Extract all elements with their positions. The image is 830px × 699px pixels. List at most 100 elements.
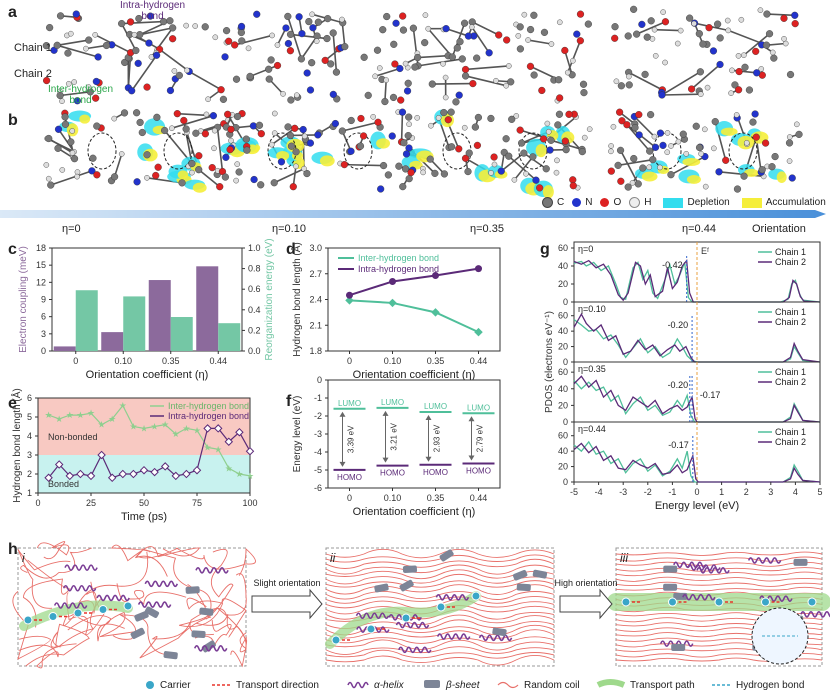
atom — [780, 14, 788, 22]
atom — [516, 45, 524, 53]
diamond-point — [118, 469, 128, 479]
atom — [646, 164, 652, 171]
atom — [421, 39, 429, 47]
atom — [495, 31, 503, 39]
molecule-structure-b3 — [607, 108, 803, 193]
inter-label-line2: bond — [69, 95, 92, 106]
atom — [339, 16, 345, 23]
atom — [461, 154, 470, 162]
panel-b-legend: C N O H Depletion Accumulation — [542, 197, 826, 208]
homo-label: HOMO — [423, 468, 448, 477]
atom — [561, 46, 569, 55]
bar-electron-coupling — [101, 332, 124, 351]
y-axis-label-right: Reorganization energy (eV) — [264, 238, 275, 360]
atom — [85, 36, 93, 44]
atom — [453, 44, 461, 52]
atom — [795, 130, 803, 138]
atom — [447, 108, 455, 116]
atom — [74, 173, 80, 180]
bond-stick — [743, 33, 771, 56]
atom — [273, 61, 282, 70]
y-tick-label: -3 — [314, 429, 322, 439]
star-point: ★ — [151, 422, 159, 432]
atom — [144, 175, 150, 181]
atom — [625, 81, 633, 89]
atom — [211, 145, 217, 152]
y-tick-label: 2.4 — [309, 295, 322, 305]
molecule-structure-a1 — [221, 10, 412, 106]
y-axis-label-left: Electron coupling (meV) — [18, 246, 29, 353]
atom — [269, 32, 275, 39]
gap-arrow-head — [382, 410, 389, 416]
atom — [401, 165, 410, 173]
beta-sheet — [663, 565, 678, 573]
atom — [639, 164, 647, 172]
random-coil — [112, 614, 167, 656]
bond-stick — [564, 50, 573, 76]
y-tick-label: -5 — [314, 465, 322, 475]
atom — [54, 125, 63, 133]
atom — [379, 161, 388, 170]
atom — [61, 113, 69, 121]
y-tick-label: 60 — [558, 243, 568, 253]
diamond-point — [139, 465, 149, 475]
orientation-step-arrow — [559, 588, 613, 620]
atom — [308, 59, 316, 67]
atom — [138, 128, 146, 137]
atom — [131, 31, 138, 38]
atom — [770, 54, 778, 62]
atom — [548, 41, 555, 47]
eta-label: η=0.44 — [578, 424, 606, 434]
atom — [152, 171, 160, 180]
atom — [692, 122, 700, 130]
x-tick-label: 0.44 — [470, 493, 488, 503]
atom — [299, 125, 307, 134]
atom — [542, 165, 550, 173]
y-tick-label: 5 — [27, 412, 32, 422]
legend-label: Intra-hydrogen bond — [358, 264, 439, 274]
chain2-label: Chain 2 — [14, 68, 52, 80]
atom — [314, 18, 322, 26]
random-coil — [615, 581, 823, 587]
atom — [611, 23, 619, 31]
random-coil — [325, 554, 555, 563]
atom — [69, 150, 76, 156]
atom — [265, 75, 273, 83]
random-coil — [194, 620, 232, 648]
atom — [646, 147, 654, 155]
atom — [530, 11, 538, 19]
highlight-circle — [87, 132, 117, 170]
star-point: ★ — [45, 410, 53, 420]
random-coil — [97, 611, 139, 642]
atom — [455, 145, 463, 153]
gap-arrow-head — [425, 415, 432, 421]
atom — [83, 45, 89, 52]
atom — [749, 118, 757, 126]
legend-random-coil: Random coil — [524, 680, 580, 691]
atom — [536, 184, 544, 192]
gap-arrow-head — [468, 455, 475, 461]
carrier — [401, 613, 411, 623]
atom — [238, 37, 246, 45]
x-axis-label: Orientation coefficient (η) — [353, 506, 476, 518]
star-point: ★ — [119, 401, 127, 411]
atom — [507, 78, 515, 86]
star-point: ★ — [204, 442, 212, 452]
atom — [221, 173, 229, 181]
atom — [134, 59, 142, 67]
atom — [440, 60, 446, 67]
sub-label: iii — [620, 551, 628, 565]
atom — [309, 24, 317, 32]
alpha-helix — [436, 633, 471, 640]
series-point-intra — [432, 271, 439, 279]
atom — [133, 178, 141, 186]
alpha-helix — [659, 640, 694, 647]
atom — [664, 149, 671, 156]
atom — [464, 167, 472, 176]
atom — [332, 68, 341, 76]
atom — [426, 155, 434, 163]
y-tick-label: -6 — [314, 483, 322, 493]
gap-label: 2.79 eV — [476, 424, 485, 452]
atom — [59, 98, 65, 104]
atom — [280, 91, 286, 97]
